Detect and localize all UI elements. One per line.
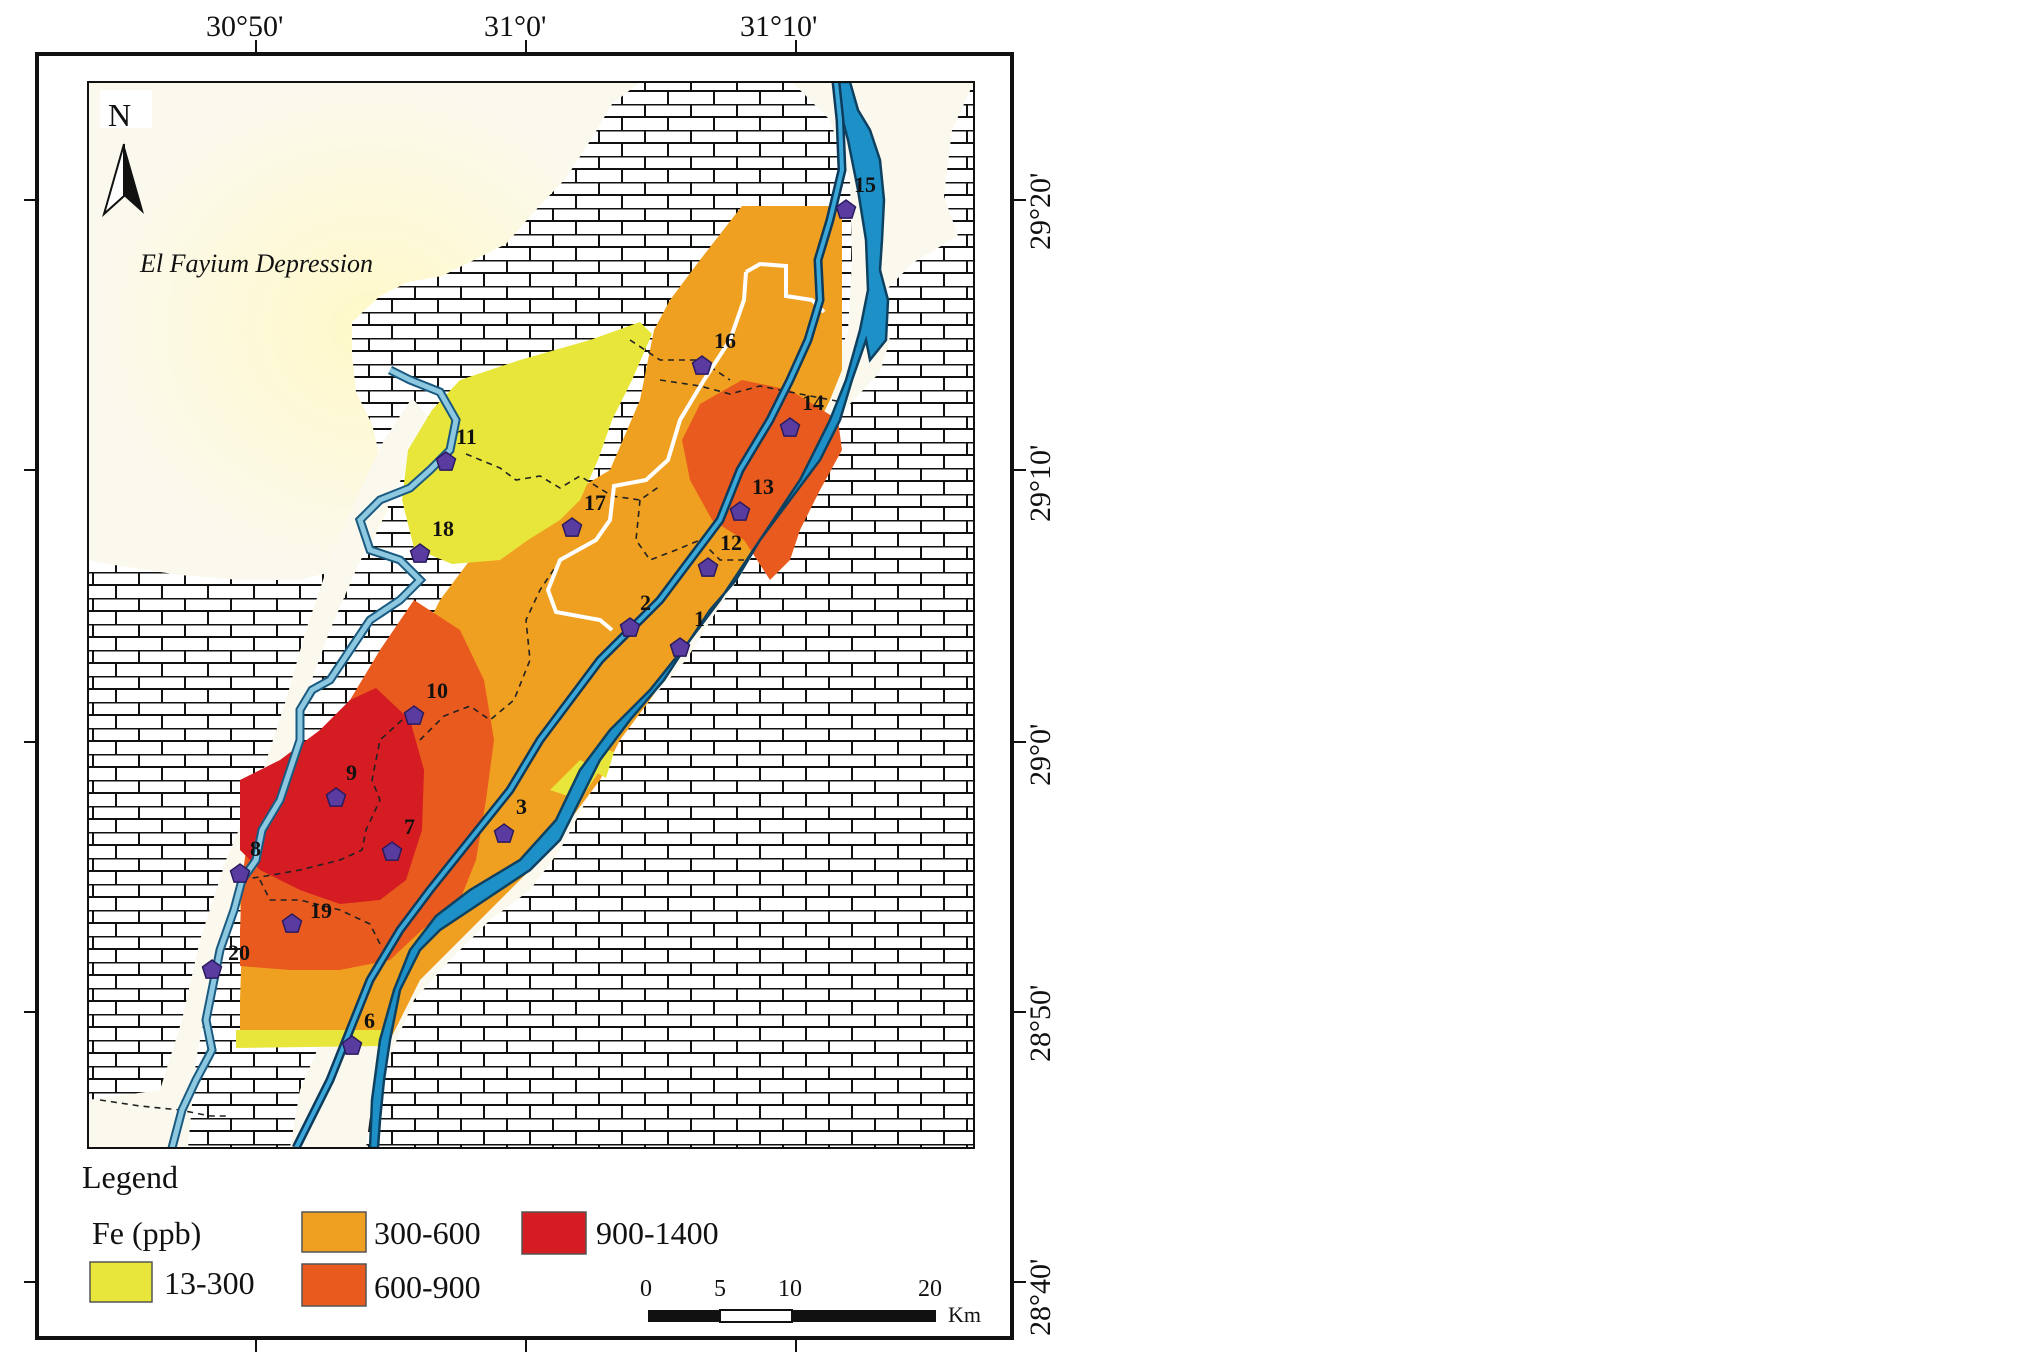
station-marker-18 — [409, 543, 431, 563]
scale-tick-0: 0 — [640, 1276, 652, 1302]
lon-tick-2: 31°10' — [740, 10, 817, 43]
lon-tick-0: 30°50' — [206, 10, 283, 43]
zone-13-300-north — [402, 322, 652, 564]
lat-tick-1: 29°10' — [1024, 445, 1057, 522]
station-label-13: 13 — [752, 474, 774, 499]
lon-tick-1: 31°0' — [484, 10, 546, 43]
roads — [545, 261, 826, 632]
station-label-11: 11 — [456, 424, 477, 449]
region-label: El Fayium Depression — [139, 249, 373, 278]
bahr-yusef-canal-inner — [169, 367, 459, 1148]
north-label: N — [108, 97, 131, 133]
station-marker-14 — [779, 417, 801, 437]
station-marker-15 — [835, 199, 857, 219]
nile-river — [368, 82, 890, 1148]
legend-parameter: Fe (ppb) — [92, 1215, 201, 1251]
station-label-15: 15 — [854, 172, 876, 197]
station-label-2: 2 — [640, 590, 651, 615]
station-marker-19 — [281, 913, 303, 933]
legend-label-600-900: 600-900 — [374, 1269, 481, 1305]
station-marker-16 — [691, 355, 713, 375]
latitude-ticks — [24, 199, 1026, 1283]
station-label-18: 18 — [432, 516, 454, 541]
legend-label-300-600: 300-600 — [374, 1215, 481, 1251]
legend-swatch-300-600 — [301, 1211, 367, 1253]
north-arrow-icon — [102, 143, 144, 218]
legend-title: Legend — [82, 1159, 178, 1195]
map-panel-border — [87, 81, 975, 1149]
station-marker-8 — [229, 863, 251, 883]
lat-tick-2: 29°0' — [1024, 724, 1057, 786]
station-marker-11 — [435, 451, 457, 471]
station-marker-7 — [381, 841, 403, 861]
longitude-ticks — [255, 40, 797, 1352]
legend-swatch-600-900 — [301, 1263, 367, 1307]
station-label-20: 20 — [228, 940, 250, 965]
legend-swatch-900-1400 — [521, 1211, 587, 1255]
station-label-8: 8 — [250, 836, 261, 861]
station-label-10: 10 — [426, 678, 448, 703]
station-label-6: 6 — [364, 1008, 375, 1033]
station-label-9: 9 — [346, 760, 357, 785]
station-marker-2 — [619, 617, 641, 637]
station-label-1: 1 — [694, 606, 705, 631]
ibrahimia-canal-inner — [294, 82, 845, 1148]
station-marker-12 — [697, 557, 719, 577]
scale-unit: Km — [948, 1302, 981, 1327]
legend-label-900-1400: 900-1400 — [596, 1215, 719, 1251]
station-label-12: 12 — [720, 530, 742, 555]
legend-label-13-300: 13-300 — [164, 1265, 255, 1301]
station-label-7: 7 — [404, 814, 415, 839]
station-label-16: 16 — [714, 328, 736, 353]
scale-tick-20: 20 — [918, 1276, 942, 1302]
station-label-3: 3 — [516, 794, 527, 819]
station-marker-3 — [493, 823, 515, 843]
legend: Legend Fe (ppb) 13-300 300-600 600-900 9… — [82, 1159, 719, 1307]
station-label-19: 19 — [310, 898, 332, 923]
fayium-depression-area — [88, 82, 641, 580]
legend-swatch-13-300 — [89, 1261, 153, 1303]
station-marker-1 — [669, 637, 691, 657]
station-marker-6 — [341, 1035, 363, 1055]
north-box — [100, 90, 152, 128]
zone-600-900-north — [682, 380, 842, 580]
fayium-inlet — [88, 440, 140, 470]
station-marker-13 — [729, 501, 751, 521]
station-marker-10 — [403, 705, 425, 725]
station-marker-17 — [561, 517, 583, 537]
station-marker-9 — [325, 787, 347, 807]
scale-tick-5: 5 — [714, 1276, 726, 1302]
station-label-17: 17 — [584, 490, 606, 515]
scale-tick-10: 10 — [778, 1276, 802, 1302]
scale-bar: 0 5 10 20 Km — [640, 1276, 981, 1327]
station-marker-20 — [201, 959, 223, 979]
lat-tick-0: 29°20' — [1024, 173, 1057, 250]
lat-tick-3: 28°50' — [1024, 985, 1057, 1062]
station-label-14: 14 — [802, 390, 824, 415]
lat-tick-4: 28°40' — [1024, 1259, 1057, 1336]
map-panel — [88, 82, 974, 1148]
